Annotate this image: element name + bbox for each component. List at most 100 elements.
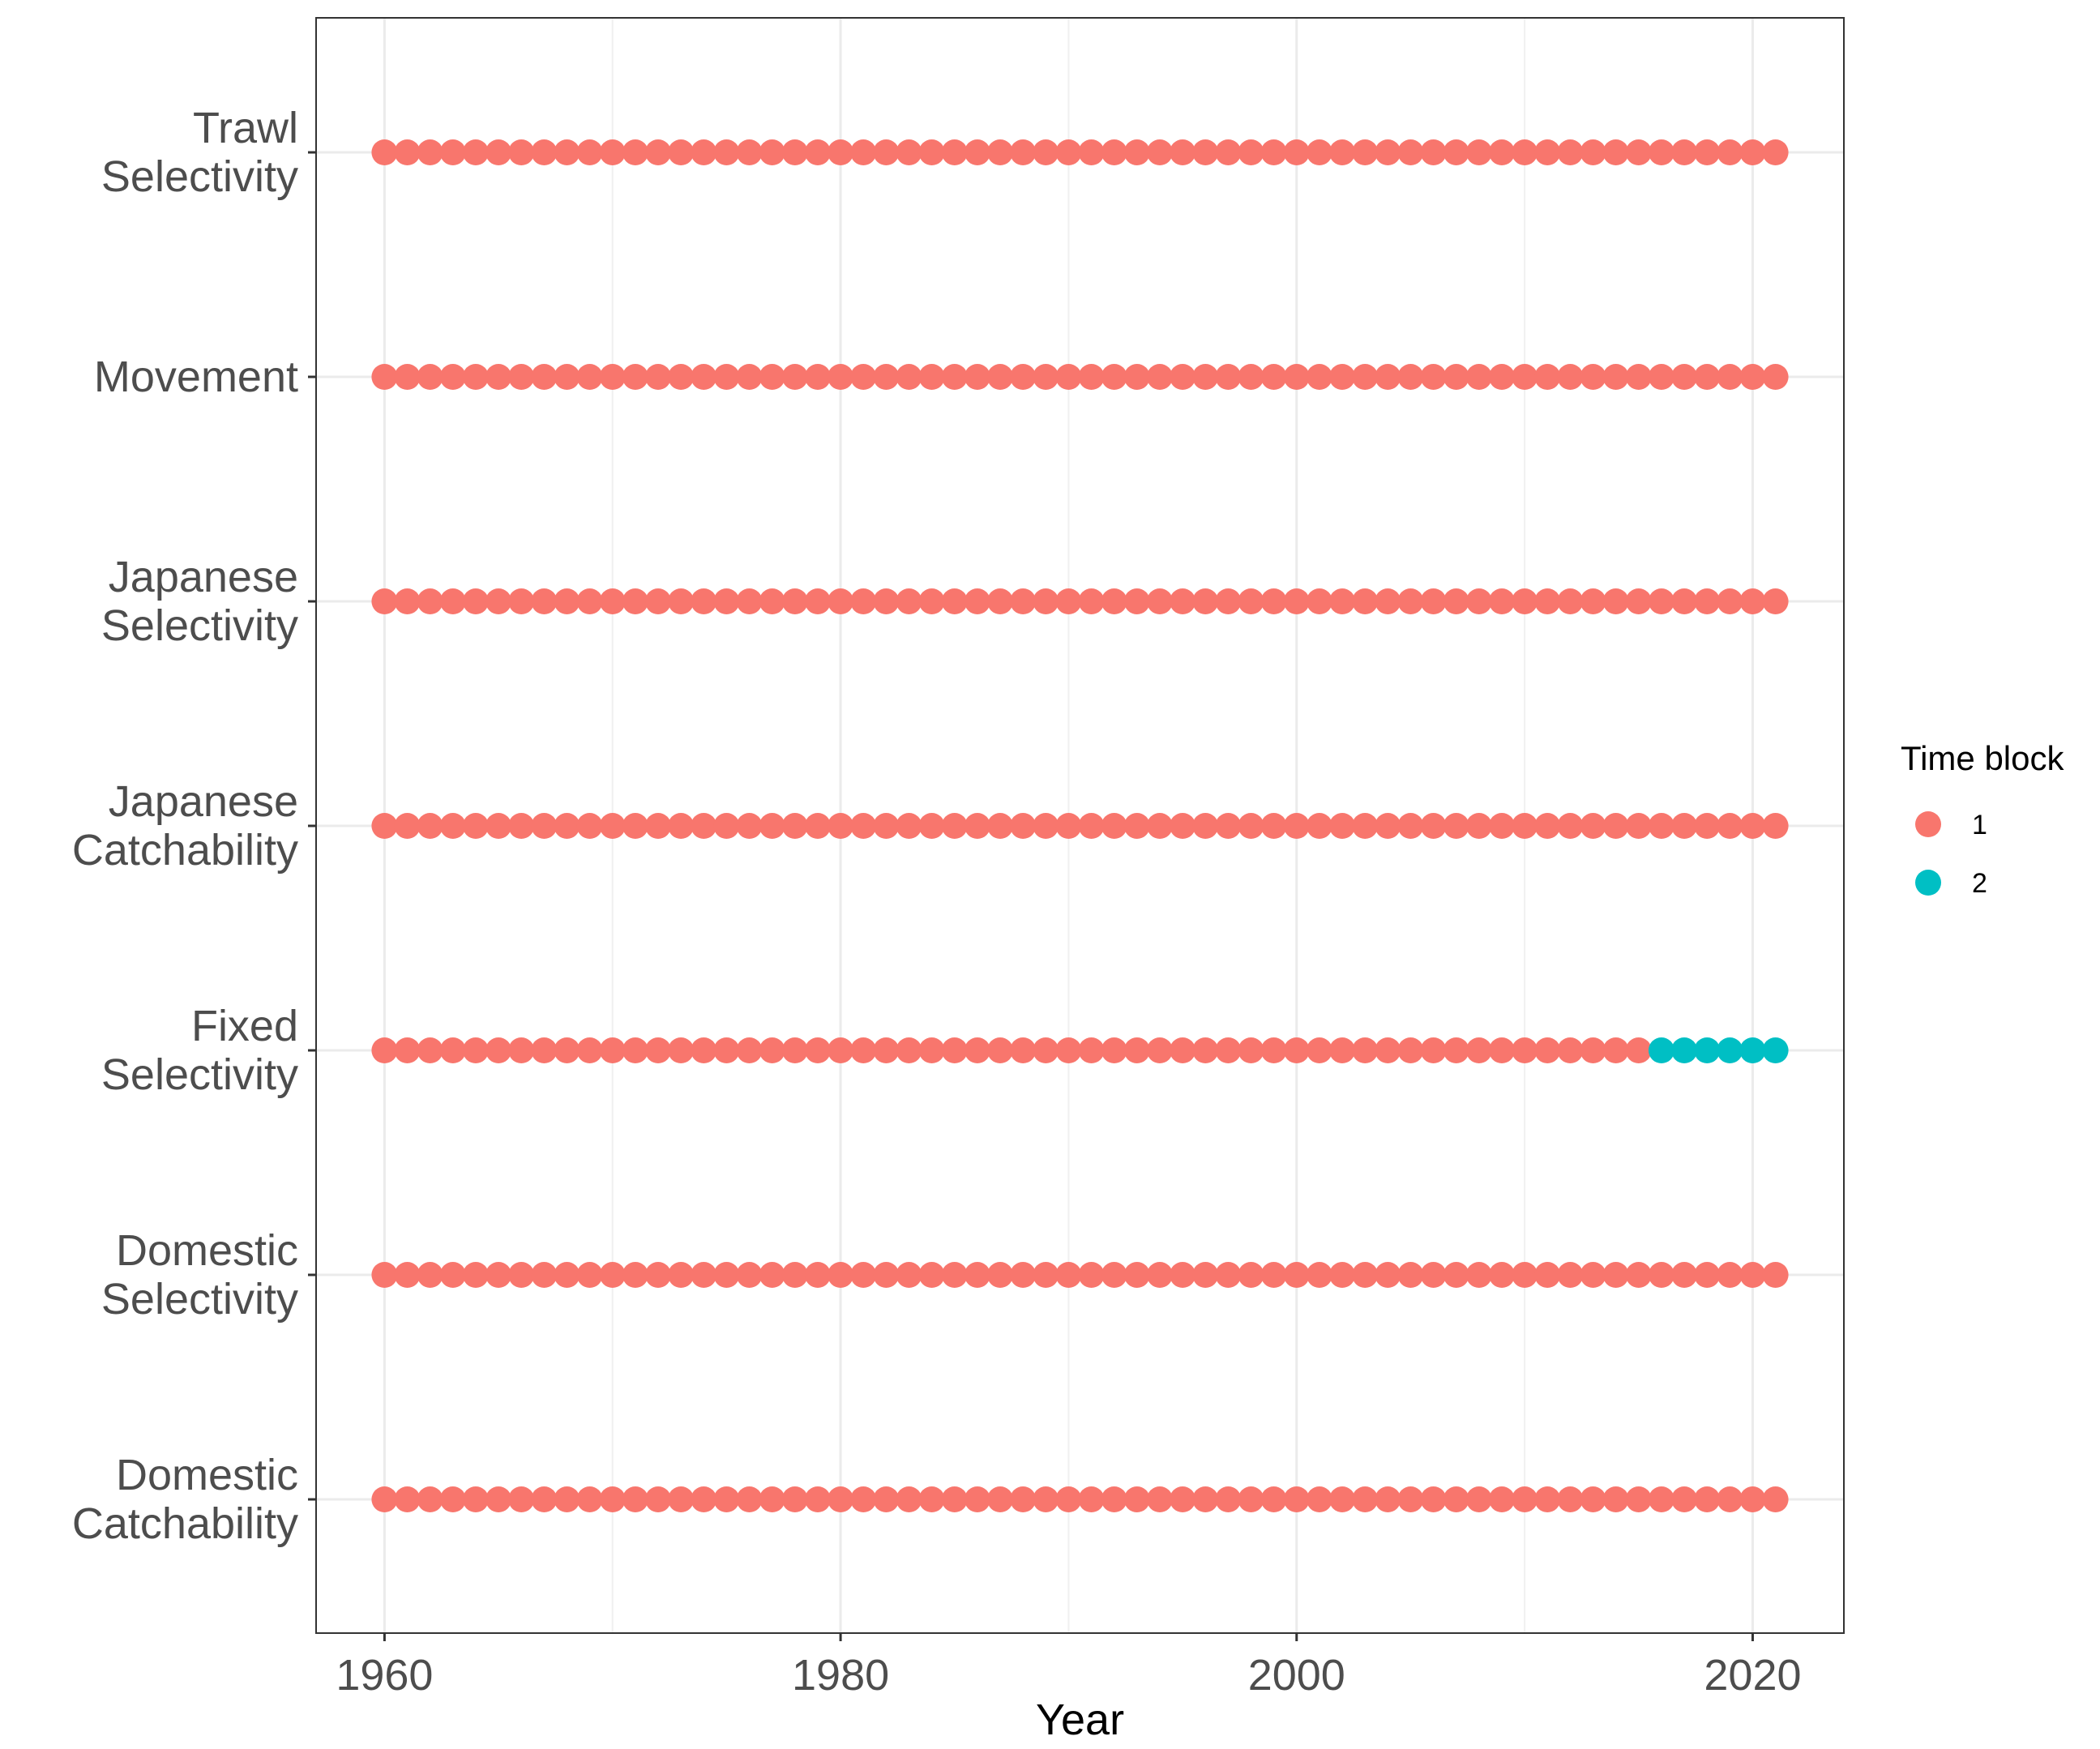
- data-point: [394, 364, 421, 390]
- data-point: [1238, 1486, 1264, 1512]
- data-point: [1625, 588, 1652, 614]
- data-point: [1512, 813, 1538, 839]
- data-point: [781, 813, 808, 839]
- data-point: [1055, 813, 1082, 839]
- data-point: [828, 364, 854, 390]
- data-point: [1033, 1262, 1059, 1288]
- x-axis: 1960 1980 2000 2020: [336, 1633, 1802, 1700]
- y-tick-label-line: Catchability: [72, 826, 298, 874]
- data-point: [1443, 139, 1469, 165]
- data-point: [1512, 364, 1538, 390]
- data-point: [1352, 139, 1379, 165]
- data-point: [1488, 139, 1515, 165]
- data-point: [828, 1262, 854, 1288]
- data-point: [1192, 588, 1219, 614]
- data-point: [1420, 364, 1447, 390]
- data-point: [1010, 813, 1037, 839]
- data-point: [1170, 1262, 1196, 1288]
- data-point: [691, 813, 717, 839]
- data-point: [1671, 139, 1698, 165]
- y-tick-label-line: Selectivity: [101, 601, 298, 650]
- data-point: [1352, 1486, 1379, 1512]
- data-point: [1238, 1262, 1264, 1288]
- data-point: [645, 1262, 672, 1288]
- data-point: [1329, 139, 1356, 165]
- data-point: [668, 1486, 695, 1512]
- data-point: [736, 1486, 763, 1512]
- data-point: [1739, 364, 1766, 390]
- data-point: [1557, 1262, 1584, 1288]
- data-point: [1260, 1486, 1287, 1512]
- data-point: [964, 588, 990, 614]
- data-point: [1078, 1486, 1105, 1512]
- data-point: [508, 1037, 535, 1063]
- data-point: [1648, 813, 1674, 839]
- data-point: [987, 813, 1014, 839]
- data-point: [1625, 1262, 1652, 1288]
- data-point: [1238, 588, 1264, 614]
- data-point: [394, 1262, 421, 1288]
- data-point: [804, 1037, 831, 1063]
- data-point: [645, 1486, 672, 1512]
- data-point: [1146, 1486, 1173, 1512]
- data-point: [1329, 364, 1356, 390]
- data-point: [941, 139, 968, 165]
- data-point: [1602, 588, 1629, 614]
- data-point: [1602, 1486, 1629, 1512]
- data-point: [462, 1486, 489, 1512]
- data-point: [485, 813, 512, 839]
- data-point: [1625, 1037, 1652, 1063]
- data-point: [622, 364, 648, 390]
- data-point: [508, 364, 535, 390]
- data-point: [1580, 1486, 1606, 1512]
- data-point: [987, 1486, 1014, 1512]
- data-point: [1465, 1486, 1492, 1512]
- data-point: [691, 1037, 717, 1063]
- data-point: [1260, 139, 1287, 165]
- data-point: [1694, 1486, 1721, 1512]
- data-point: [850, 364, 877, 390]
- data-point: [1352, 588, 1379, 614]
- data-point: [1078, 139, 1105, 165]
- data-point: [1739, 139, 1766, 165]
- data-point: [1260, 588, 1287, 614]
- data-point: [1534, 1262, 1561, 1288]
- data-point: [1215, 139, 1242, 165]
- data-point: [1352, 813, 1379, 839]
- data-point: [1101, 364, 1127, 390]
- data-point: [1694, 364, 1721, 390]
- data-point: [1717, 588, 1743, 614]
- data-point: [462, 813, 489, 839]
- data-point: [1375, 588, 1401, 614]
- data-point: [394, 139, 421, 165]
- data-point: [941, 364, 968, 390]
- data-point: [918, 1486, 945, 1512]
- data-point: [873, 139, 900, 165]
- data-point: [668, 588, 695, 614]
- data-point: [828, 1486, 854, 1512]
- data-point: [1055, 139, 1082, 165]
- y-tick-label: Fixed Selectivity: [101, 1002, 298, 1099]
- y-tick-label: Domestic Catchability: [72, 1451, 298, 1548]
- y-tick-label: Japanese Catchability: [72, 777, 298, 874]
- data-point: [1717, 139, 1743, 165]
- data-point: [371, 1486, 398, 1512]
- data-point: [417, 139, 443, 165]
- data-point: [1078, 813, 1105, 839]
- data-point: [1078, 364, 1105, 390]
- data-point: [896, 364, 922, 390]
- data-point: [1352, 1037, 1379, 1063]
- data-point: [1123, 813, 1150, 839]
- data-point: [1488, 1037, 1515, 1063]
- data-point: [576, 1486, 603, 1512]
- data-point: [1602, 139, 1629, 165]
- data-point: [1101, 588, 1127, 614]
- data-point: [736, 1262, 763, 1288]
- y-tick-label: Japanese Selectivity: [101, 553, 298, 650]
- data-point: [1283, 364, 1310, 390]
- data-point: [1534, 813, 1561, 839]
- data-point: [1283, 588, 1310, 614]
- data-point: [1101, 139, 1127, 165]
- y-tick-label-line: Selectivity: [101, 152, 298, 201]
- data-point: [873, 1037, 900, 1063]
